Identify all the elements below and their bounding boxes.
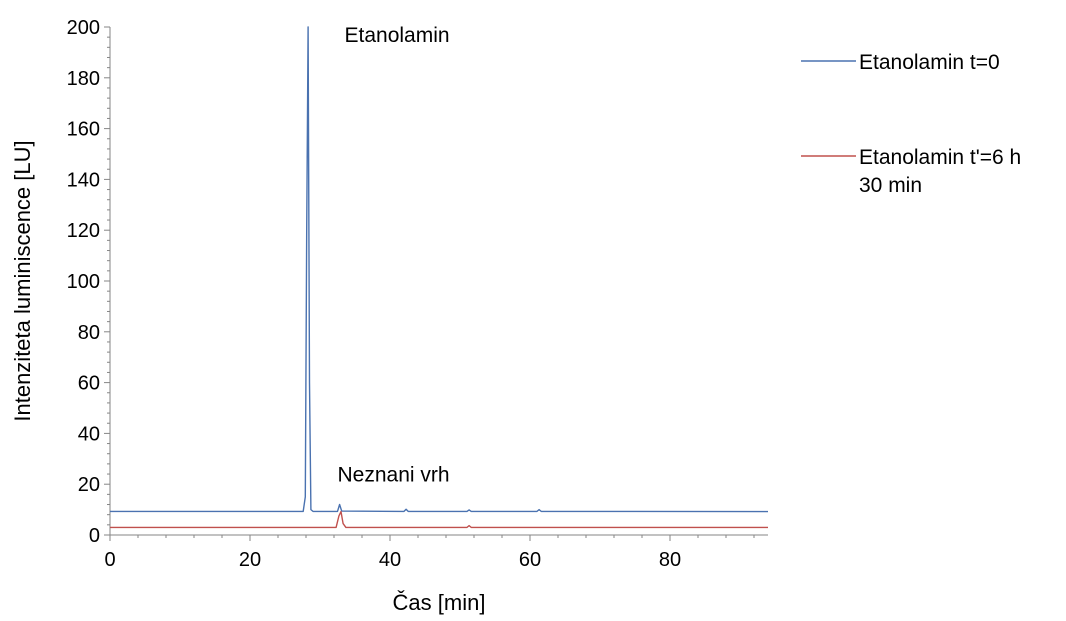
y-tick-label: 180 bbox=[67, 68, 100, 90]
x-tick-label: 60 bbox=[519, 549, 541, 571]
legend-entry: Etanolamin t'=6 h 30 min bbox=[801, 146, 1021, 197]
series-line-2 bbox=[110, 510, 768, 529]
y-tick-label: 140 bbox=[67, 169, 100, 191]
y-tick-label: 100 bbox=[67, 271, 100, 293]
legend-label: Etanolamin t=0 bbox=[859, 51, 1000, 74]
legend-label: 30 min bbox=[859, 174, 922, 197]
annotations: Etanolamin Neznani vrh bbox=[338, 24, 450, 486]
y-tick-label: 200 bbox=[67, 17, 100, 39]
y-tick-label: 160 bbox=[67, 119, 100, 141]
legend-label: Etanolamin t'=6 h bbox=[859, 146, 1021, 169]
x-tick-label: 0 bbox=[104, 549, 115, 571]
x-tick-label: 40 bbox=[379, 549, 401, 571]
series-layer bbox=[110, 26, 769, 529]
y-tick-label: 80 bbox=[78, 322, 100, 344]
axes: 0 20 40 60 80 100 120 140 160 180 200 0 20 40 60 80 Čas … bbox=[10, 17, 768, 615]
legend: Etanolamin t=0 Etanolamin t'=6 h 30 min bbox=[801, 51, 1021, 197]
x-tick-label: 80 bbox=[659, 549, 681, 571]
series-line-1 bbox=[110, 26, 769, 513]
x-tick-label: 20 bbox=[239, 549, 261, 571]
y-tick-label: 20 bbox=[78, 474, 100, 496]
x-axis-title: Čas [min] bbox=[393, 590, 486, 615]
y-axis-title: Intenziteta luminiscence [LU] bbox=[10, 140, 35, 421]
y-tick-label: 60 bbox=[78, 373, 100, 395]
y-tick-label: 120 bbox=[67, 220, 100, 242]
y-tick-label: 0 bbox=[89, 525, 100, 547]
annotation-label: Neznani vrh bbox=[338, 464, 450, 487]
y-tick-label: 40 bbox=[78, 423, 100, 445]
annotation-label: Etanolamin bbox=[345, 24, 450, 47]
legend-entry: Etanolamin t=0 bbox=[801, 51, 1000, 74]
